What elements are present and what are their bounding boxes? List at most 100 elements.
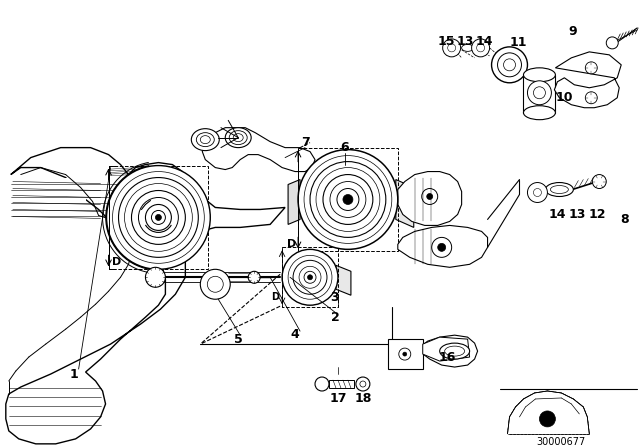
Text: D: D — [271, 292, 279, 302]
Ellipse shape — [191, 129, 220, 151]
Polygon shape — [554, 52, 621, 108]
Circle shape — [504, 59, 515, 71]
Circle shape — [586, 62, 597, 74]
Text: 15: 15 — [438, 35, 456, 48]
Circle shape — [315, 377, 329, 391]
Bar — [524, 75, 556, 113]
Ellipse shape — [225, 128, 251, 148]
Text: 2: 2 — [331, 310, 339, 324]
Text: 18: 18 — [354, 392, 372, 405]
Text: 1: 1 — [69, 367, 78, 380]
Circle shape — [310, 162, 386, 237]
Circle shape — [106, 166, 211, 269]
Circle shape — [427, 194, 433, 199]
Circle shape — [606, 37, 618, 49]
Circle shape — [447, 44, 456, 52]
Bar — [282, 247, 338, 307]
Bar — [298, 148, 398, 251]
Text: D: D — [112, 257, 121, 267]
Ellipse shape — [550, 185, 568, 194]
Text: 14: 14 — [548, 208, 566, 221]
Circle shape — [592, 175, 606, 189]
Polygon shape — [398, 172, 461, 225]
Text: 16: 16 — [439, 351, 456, 364]
Bar — [329, 380, 354, 388]
Circle shape — [156, 215, 161, 220]
Text: 10: 10 — [556, 91, 573, 104]
Circle shape — [527, 182, 547, 202]
Ellipse shape — [524, 68, 556, 82]
Circle shape — [113, 172, 204, 263]
Circle shape — [298, 150, 398, 250]
Circle shape — [586, 92, 597, 104]
Polygon shape — [420, 335, 477, 367]
Text: 9: 9 — [568, 26, 577, 39]
Circle shape — [293, 260, 327, 294]
Ellipse shape — [200, 136, 211, 144]
Circle shape — [422, 189, 438, 204]
Circle shape — [343, 194, 353, 204]
Text: 7: 7 — [301, 136, 309, 149]
Circle shape — [145, 204, 172, 230]
Polygon shape — [423, 337, 470, 361]
Circle shape — [337, 189, 359, 211]
Circle shape — [497, 53, 522, 77]
Text: 4: 4 — [291, 327, 300, 340]
Circle shape — [356, 377, 370, 391]
Text: 5: 5 — [234, 332, 243, 345]
Polygon shape — [508, 391, 589, 434]
Circle shape — [138, 198, 179, 237]
Circle shape — [207, 276, 223, 292]
Circle shape — [152, 211, 165, 224]
Polygon shape — [288, 180, 300, 224]
Circle shape — [443, 39, 461, 57]
Circle shape — [360, 381, 366, 387]
Polygon shape — [396, 180, 413, 228]
Circle shape — [492, 47, 527, 83]
Polygon shape — [6, 148, 285, 444]
Ellipse shape — [440, 343, 470, 359]
Circle shape — [399, 348, 411, 360]
Ellipse shape — [524, 106, 556, 120]
Ellipse shape — [445, 346, 465, 356]
Circle shape — [200, 269, 230, 299]
Circle shape — [540, 411, 556, 427]
Circle shape — [330, 181, 366, 217]
Circle shape — [304, 155, 392, 243]
Circle shape — [145, 267, 165, 287]
Ellipse shape — [233, 134, 243, 142]
Text: 11: 11 — [509, 36, 527, 49]
Circle shape — [118, 177, 198, 257]
Text: 8: 8 — [620, 213, 628, 226]
Text: 17: 17 — [329, 392, 347, 405]
Text: 12: 12 — [589, 208, 606, 221]
Circle shape — [282, 250, 338, 305]
Circle shape — [432, 237, 452, 257]
Text: 13: 13 — [569, 208, 586, 221]
Circle shape — [323, 175, 373, 224]
Text: 30000677: 30000677 — [537, 437, 586, 447]
Bar — [109, 166, 208, 269]
Polygon shape — [13, 177, 86, 215]
Circle shape — [477, 44, 484, 52]
Ellipse shape — [545, 182, 573, 197]
Circle shape — [308, 275, 312, 280]
Circle shape — [248, 271, 260, 283]
Circle shape — [288, 255, 332, 299]
Circle shape — [534, 87, 545, 99]
Circle shape — [316, 168, 380, 232]
Circle shape — [125, 184, 193, 251]
Circle shape — [534, 189, 541, 197]
Ellipse shape — [229, 131, 247, 145]
Text: 14: 14 — [476, 35, 493, 48]
Circle shape — [304, 271, 316, 283]
Bar — [388, 339, 423, 369]
Text: D: D — [287, 239, 297, 250]
Text: 3: 3 — [331, 291, 339, 304]
Circle shape — [131, 190, 186, 244]
Ellipse shape — [196, 133, 214, 146]
Circle shape — [403, 352, 407, 356]
Circle shape — [438, 243, 445, 251]
Text: 13: 13 — [457, 35, 474, 48]
Circle shape — [527, 81, 552, 105]
